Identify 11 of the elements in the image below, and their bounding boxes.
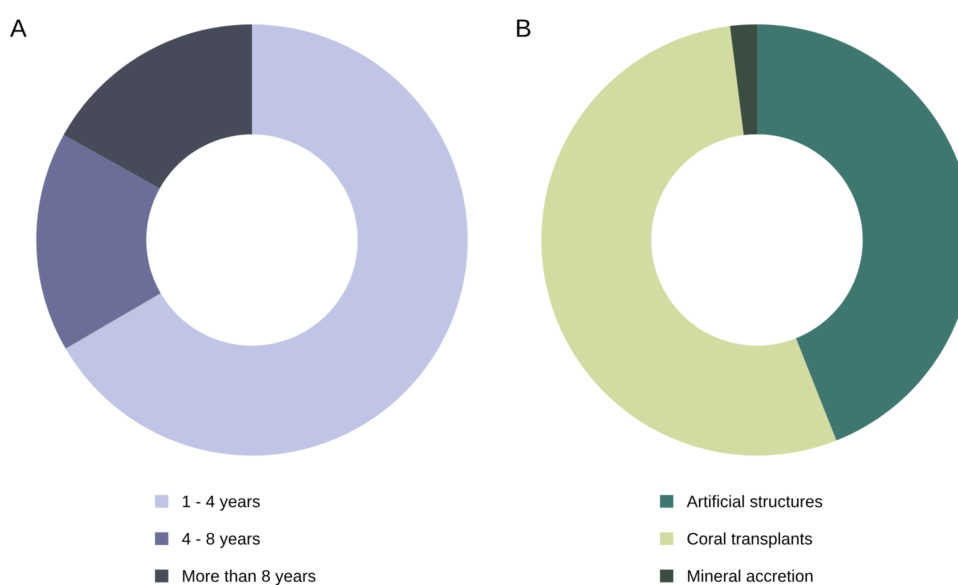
legend-label: More than 8 years bbox=[183, 570, 316, 585]
legend-label: 4 - 8 years bbox=[182, 532, 260, 548]
chart-title: B bbox=[517, 20, 530, 37]
legend-label: Coral transplants bbox=[688, 532, 812, 548]
legend-label: 1 - 4 years bbox=[182, 496, 260, 511]
donut-slice bbox=[64, 24, 252, 189]
chart-title: A bbox=[10, 20, 27, 37]
donut-slice bbox=[36, 134, 161, 349]
donut-slice bbox=[66, 24, 468, 456]
legend-label: Mineral accretion bbox=[688, 570, 812, 582]
legend-label: Artificial structures bbox=[686, 495, 822, 508]
